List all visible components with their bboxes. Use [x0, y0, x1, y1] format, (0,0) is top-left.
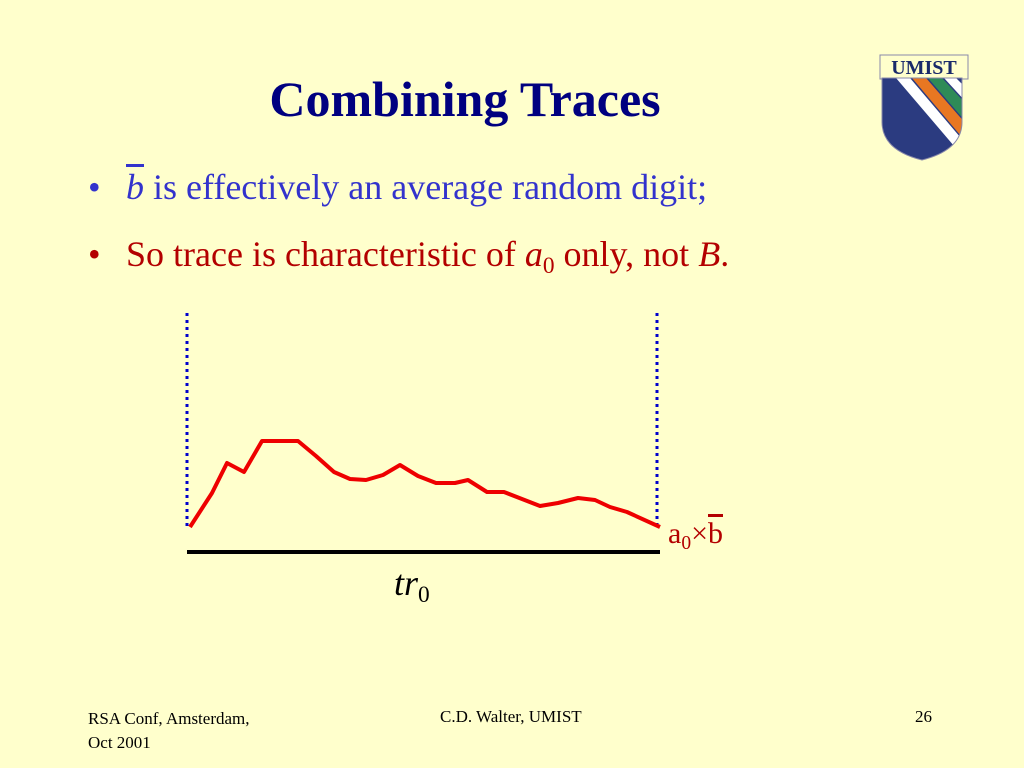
logo-text: UMIST [891, 57, 957, 79]
curve-label: a0×b [668, 517, 723, 555]
bullet-symbol: b [126, 167, 144, 207]
bullet-text: So trace is characteristic of [126, 234, 525, 274]
bullet-text: . [720, 234, 730, 274]
bullet-text: only, not [554, 234, 699, 274]
label-text: a [668, 517, 682, 550]
label-text: b [708, 517, 723, 550]
trace-curve [188, 439, 661, 529]
slide-title: Combining Traces [269, 71, 661, 127]
logo-box [879, 54, 969, 80]
bullet-symbol: a [524, 234, 543, 274]
label-text: tr [394, 563, 419, 603]
axis-label: tr0 [394, 562, 430, 609]
bullet-dot: • [88, 234, 101, 274]
label-subscript: 0 [418, 582, 430, 609]
label-text: × [691, 517, 708, 550]
label-subscript: 0 [681, 532, 692, 554]
trace-diagram [185, 313, 661, 554]
footer-text: Oct 2001 [88, 733, 151, 752]
bullet-subscript: 0 [542, 253, 555, 280]
bullet-text: is effectively an average random digit; [144, 167, 708, 207]
footer-center: C.D. Walter, UMIST [440, 707, 582, 726]
footer-left: RSA Conf, Amsterdam, Oct 2001 [88, 707, 250, 755]
page-number: 26 [915, 707, 932, 726]
logo: UMIST [879, 54, 969, 161]
bullet-symbol: B [698, 234, 721, 274]
footer-text: RSA Conf, Amsterdam, [88, 709, 250, 728]
bullet-dot: • [88, 167, 101, 207]
